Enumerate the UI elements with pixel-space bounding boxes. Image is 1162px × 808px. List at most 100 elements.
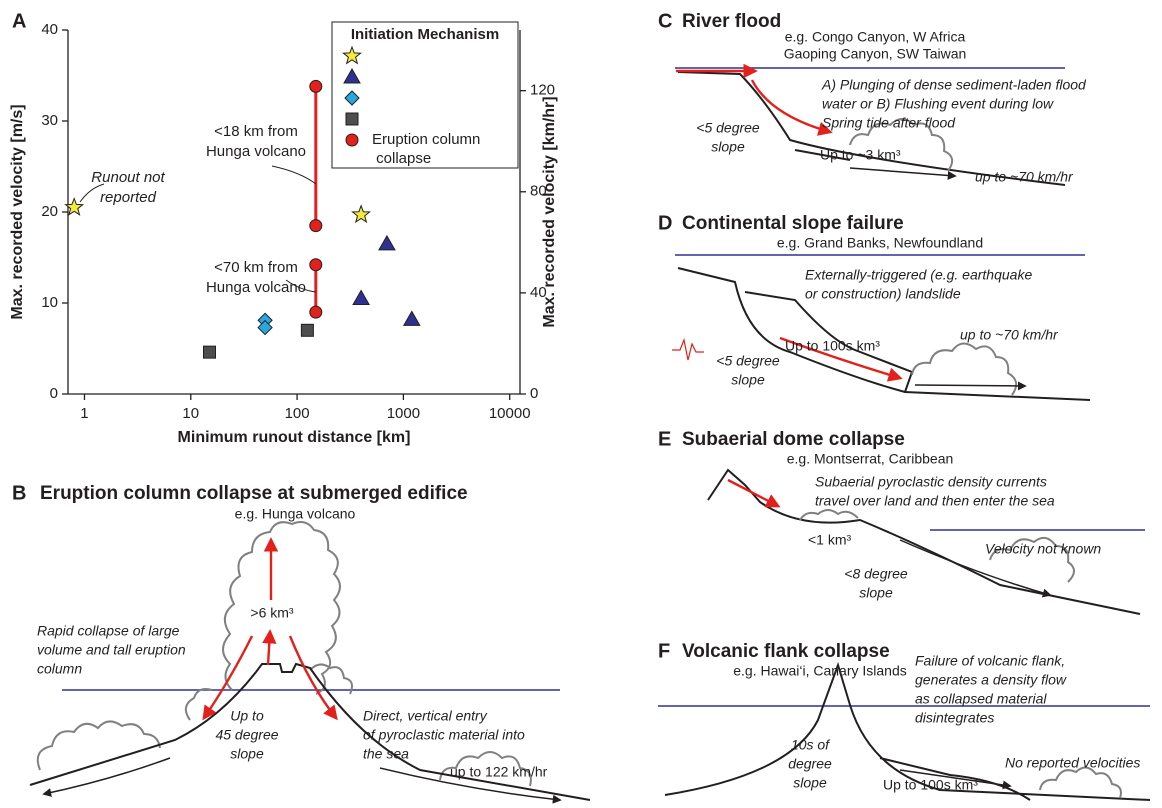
y-tick-label: 10 — [41, 294, 58, 311]
y-tick-label: 20 — [41, 203, 58, 220]
square-marker — [300, 323, 314, 337]
example-text: e.g. Montserrat, Caribbean — [787, 451, 954, 467]
note-text: Velocity not known — [985, 541, 1101, 557]
note-text: slope — [230, 746, 264, 762]
legend-marker — [345, 133, 359, 147]
note-text: or construction) landslide — [805, 286, 961, 302]
panel-label: B — [12, 482, 26, 504]
example-text: e.g. Hawai‘i, Canary Islands — [733, 663, 907, 679]
note-text: slope — [731, 372, 765, 388]
y2-tick-label: 120 — [530, 82, 555, 99]
edifice — [29, 662, 591, 801]
volume-text: Up to 100s km³ — [883, 777, 978, 793]
note-text: column — [37, 661, 82, 677]
arrow — [849, 167, 957, 180]
note-text: up to ~70 km/hr — [975, 169, 1074, 185]
x-tick-label: 1 — [80, 405, 88, 422]
note-text: <5 degree — [716, 353, 780, 369]
panel-e-diagram — [707, 468, 1145, 615]
note-text: the sea — [363, 746, 409, 762]
note-text: disintegrates — [915, 710, 994, 726]
arrow — [288, 635, 338, 721]
annotation: reported — [100, 189, 157, 206]
note-text: up to 122 km/hr — [450, 764, 548, 780]
y-tick-label: 0 — [50, 385, 58, 402]
x-tick-label: 10 — [182, 405, 199, 422]
example-text: e.g. Grand Banks, Newfoundland — [777, 235, 983, 251]
note-text: <8 degree — [844, 566, 908, 582]
y-tick-label: 30 — [41, 112, 58, 129]
arrow — [202, 635, 254, 721]
legend-marker — [345, 112, 359, 126]
circle-marker — [309, 219, 323, 233]
example-text: e.g. Congo Canyon, W Africa — [785, 29, 966, 45]
volume-text: Up to ~3 km³ — [820, 147, 901, 163]
note-text: No reported velocities — [1005, 755, 1140, 771]
triangle-marker — [378, 234, 396, 251]
legend-label: Eruption column collapse — [372, 131, 480, 167]
panel-label: E — [658, 428, 671, 450]
seafloor — [794, 149, 851, 161]
note-text: travel over land and then enter the sea — [815, 493, 1055, 509]
y-tick-label: 40 — [41, 21, 58, 38]
right-flow-cloud — [309, 663, 532, 787]
slide-block — [744, 291, 914, 393]
volume-text: Up to 100s km³ — [785, 338, 880, 354]
arrow — [42, 757, 171, 797]
arrow — [750, 79, 833, 136]
circle-marker — [309, 258, 323, 272]
annotation: Hunga volcano — [206, 143, 306, 160]
note-text: Spring tide after flood — [822, 115, 956, 131]
note-text: Rapid collapse of large — [37, 623, 180, 639]
annotation: Runout not — [91, 169, 165, 186]
annotation-leader — [79, 183, 105, 203]
panel-c-diagram — [675, 63, 1066, 186]
annotation: Hunga volcano — [206, 279, 306, 296]
legend: Initiation Mechanism Eruption column coll… — [331, 21, 519, 169]
note-text: water or B) Flushing event during low — [822, 96, 1054, 112]
x-tick-label: 1000 — [387, 405, 420, 422]
triangle-marker — [402, 310, 421, 326]
panel-label: D — [658, 212, 672, 234]
y2-tick-label: 80 — [530, 183, 547, 200]
star-marker — [64, 197, 85, 216]
note-text: degree — [788, 756, 832, 772]
square-marker — [202, 345, 216, 359]
diamond-marker — [257, 319, 273, 336]
panel-title: River flood — [682, 11, 781, 32]
volume-text: <1 km³ — [808, 532, 852, 548]
flow-cloud — [911, 342, 1018, 396]
note-text: Direct, vertical entry — [363, 708, 488, 724]
panel-title: Continental slope failure — [682, 213, 904, 234]
arrow — [379, 767, 562, 804]
circle-marker — [309, 79, 323, 93]
x-tick-label: 10000 — [489, 405, 531, 422]
note-text: Subaerial pyroclastic density currents — [815, 474, 1047, 490]
star-marker — [351, 204, 371, 224]
note-text: Externally-triggered (e.g. earthquake — [805, 267, 1032, 283]
flow-cloud — [799, 509, 1075, 583]
panel-label: F — [658, 640, 670, 662]
seafloor — [677, 267, 1091, 401]
flow-cloud — [1039, 766, 1122, 799]
circle-marker — [309, 305, 323, 319]
y2-axis-label: Max. recorded velocity [km/hr] — [541, 96, 558, 327]
note-text: <5 degree — [696, 120, 760, 136]
annotation-leader — [271, 165, 317, 185]
panel-title: Eruption column collapse at submerged ed… — [40, 483, 468, 504]
left-flow-cloud — [36, 688, 213, 771]
arrow — [914, 381, 1027, 391]
legend-marker — [343, 67, 361, 84]
panel-label: A — [12, 10, 26, 32]
note-text: generates a density flow — [915, 672, 1067, 688]
arrow — [262, 629, 277, 666]
legend-marker — [342, 45, 362, 65]
note-text: slope — [859, 585, 893, 601]
note-text: volume and tall eruption — [37, 642, 186, 658]
plume — [222, 521, 341, 695]
triangle-marker — [352, 289, 370, 305]
note-text: Failure of volcanic flank, — [915, 653, 1065, 669]
y-axis-label: Max. recorded velocity [m/s] — [9, 104, 26, 319]
flow-cloud — [849, 118, 954, 172]
